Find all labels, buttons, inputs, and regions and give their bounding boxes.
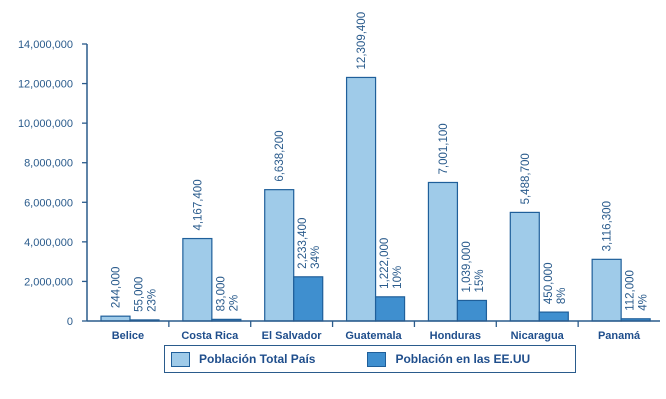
data-label-total: 6,638,200 bbox=[274, 130, 286, 181]
y-tick-label: 0 bbox=[67, 316, 73, 328]
x-category-label: Costa Rica bbox=[181, 330, 239, 342]
bar-usa bbox=[456, 299, 488, 322]
legend-label-total: Población Total País bbox=[199, 352, 316, 366]
data-label-usa: 55,000 bbox=[134, 277, 146, 312]
data-label-usa: 83,000 bbox=[215, 276, 227, 311]
legend-item-usa: Población en las EE.UU bbox=[367, 351, 531, 367]
data-label-total: 244,000 bbox=[111, 267, 123, 309]
data-label-percent: 10% bbox=[392, 266, 404, 289]
chart-legend: Población Total País Población en las EE… bbox=[164, 345, 576, 373]
y-tick-label: 2,000,000 bbox=[24, 276, 73, 288]
data-label-total: 3,116,300 bbox=[602, 201, 614, 251]
bar-usa bbox=[293, 276, 324, 322]
x-category-label: Belice bbox=[112, 330, 144, 342]
data-label-percent: 15% bbox=[474, 269, 486, 292]
data-label-percent: 2% bbox=[228, 295, 240, 312]
data-label-usa: 1,222,000 bbox=[379, 238, 391, 289]
data-label-usa: 2,233,400 bbox=[297, 218, 309, 269]
bar-total bbox=[182, 237, 213, 322]
bar-total bbox=[345, 76, 377, 322]
legend-swatch-total bbox=[171, 351, 190, 367]
bar-total bbox=[509, 211, 540, 322]
data-label-total: 4,167,400 bbox=[192, 179, 204, 230]
data-label-total: 5,488,700 bbox=[520, 153, 532, 204]
legend-label-usa: Población en las EE.UU bbox=[395, 352, 531, 366]
y-tick-label: 8,000,000 bbox=[24, 158, 73, 170]
data-label-percent: 8% bbox=[556, 287, 568, 304]
x-category-label: Honduras bbox=[430, 330, 481, 342]
bar-usa bbox=[374, 296, 406, 322]
bar-usa bbox=[538, 311, 569, 322]
y-tick-label: 6,000,000 bbox=[24, 197, 73, 209]
data-label-usa: 450,000 bbox=[543, 263, 555, 305]
x-category-label: El Salvador bbox=[262, 330, 323, 342]
data-label-percent: 23% bbox=[147, 289, 159, 312]
bar-total bbox=[427, 181, 459, 322]
bar-total bbox=[264, 189, 295, 322]
data-label-total: 12,309,400 bbox=[356, 12, 368, 70]
bar-total bbox=[591, 258, 622, 322]
y-tick-label: 4,000,000 bbox=[24, 237, 73, 249]
x-category-label: Guatemala bbox=[345, 330, 402, 342]
x-category-label: Nicaragua bbox=[511, 330, 565, 342]
y-tick-label: 14,000,000 bbox=[18, 39, 73, 51]
data-label-usa: 112,000 bbox=[625, 270, 637, 311]
y-tick-label: 12,000,000 bbox=[18, 79, 73, 91]
data-label-usa: 1,039,000 bbox=[461, 241, 473, 292]
legend-swatch-usa bbox=[367, 351, 387, 367]
y-tick-label: 10,000,000 bbox=[18, 118, 73, 130]
legend-item-total: Población Total País bbox=[171, 351, 316, 367]
data-label-percent: 34% bbox=[310, 246, 322, 269]
data-label-total: 7,001,100 bbox=[438, 123, 450, 174]
x-category-label: Panamá bbox=[598, 330, 641, 342]
data-label-percent: 4% bbox=[638, 294, 650, 311]
